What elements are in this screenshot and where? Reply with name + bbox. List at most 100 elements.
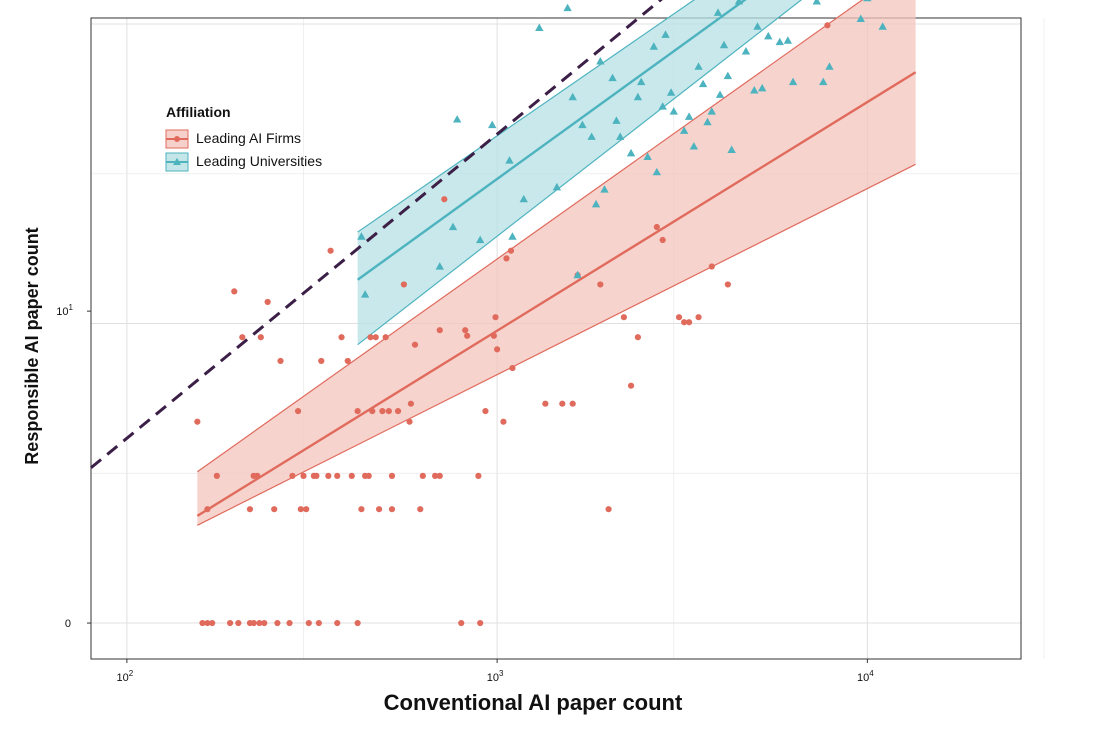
data-point-university — [616, 132, 625, 140]
data-point-university — [612, 116, 621, 124]
data-point-university — [775, 37, 784, 46]
data-point-university — [727, 145, 736, 153]
data-point-firm — [358, 506, 365, 513]
data-point-firm — [634, 334, 641, 341]
data-point-firm — [365, 472, 372, 479]
data-point-university — [703, 117, 712, 126]
legend: Affiliation Leading AI Firms Leading Uni… — [165, 104, 322, 172]
data-point-university — [753, 22, 762, 30]
data-point-university — [475, 235, 485, 244]
data-point-firm — [297, 506, 304, 513]
data-point-university — [535, 23, 544, 32]
legend-label-leading-ai-firms: Leading AI Firms — [196, 130, 301, 146]
data-point-firm — [313, 472, 320, 479]
data-point-firm — [605, 506, 612, 513]
data-point-university — [658, 102, 667, 110]
data-point-firm — [303, 506, 310, 513]
legend-title: Affiliation — [166, 104, 231, 120]
data-point-university — [568, 92, 577, 101]
data-point-firm — [213, 472, 220, 479]
data-point-firm — [334, 619, 341, 627]
data-point-firm — [500, 418, 507, 425]
data-point-university — [596, 57, 605, 65]
data-point-university — [863, 0, 872, 2]
data-point-university — [741, 47, 751, 55]
data-point-firm — [708, 263, 715, 270]
data-point-firm — [441, 196, 448, 203]
data-point-firm — [597, 281, 604, 288]
reference-line-layer — [90, 0, 663, 469]
data-point-university — [684, 112, 694, 120]
data-point-firm — [492, 314, 499, 321]
data-point-firm — [417, 506, 424, 513]
data-point-firm — [394, 408, 402, 415]
data-point-firm — [318, 357, 325, 365]
data-point-firm — [494, 346, 501, 353]
data-point-firm — [256, 619, 263, 627]
data-point-firm — [367, 334, 374, 341]
x-tick-label: 104 — [857, 669, 874, 684]
data-point-firm — [264, 298, 271, 306]
data-point-university — [488, 120, 497, 129]
data-point-firm — [824, 22, 831, 29]
data-point-university — [552, 182, 562, 191]
data-point-university — [689, 142, 699, 150]
data-point-firm — [305, 619, 312, 627]
data-point-firm — [569, 400, 576, 407]
x-axis-title: Conventional AI paper count — [384, 690, 683, 715]
data-point-university — [825, 62, 834, 70]
data-point-university — [707, 107, 716, 115]
data-point-firm — [724, 281, 731, 288]
data-point-firm — [695, 314, 702, 321]
data-point-firm — [482, 408, 489, 415]
data-point-university — [508, 232, 517, 240]
data-point-firm — [199, 619, 206, 627]
data-point-university — [783, 36, 793, 44]
data-point-firm — [462, 327, 469, 334]
data-point-university — [819, 77, 828, 86]
data-point-firm — [475, 472, 482, 479]
data-point-university — [591, 199, 601, 208]
data-point-university — [643, 152, 652, 160]
data-point-firm — [348, 472, 355, 479]
data-point-firm — [419, 472, 426, 479]
data-point-university — [578, 120, 587, 129]
data-point-university — [669, 107, 678, 115]
data-point-firm — [477, 619, 484, 627]
data-point-firm — [432, 472, 439, 479]
data-point-firm — [388, 472, 396, 479]
data-point-firm — [261, 619, 268, 627]
band-upper-edge-0 — [197, 0, 864, 473]
data-point-university — [788, 77, 798, 86]
data-point-firm — [239, 334, 246, 341]
data-point-firm — [271, 506, 278, 513]
data-point-university — [758, 83, 767, 92]
data-point-university — [713, 8, 723, 16]
confidence-band-layer — [197, 0, 916, 526]
data-point-university — [764, 31, 773, 40]
data-point-firm — [277, 357, 284, 365]
data-point-university — [633, 92, 643, 101]
legend-label-leading-universities: Leading Universities — [196, 153, 322, 169]
data-point-firm — [338, 334, 345, 341]
data-point-university — [715, 90, 725, 98]
data-point-firm — [464, 332, 471, 339]
band-upper-edge-1 — [357, 0, 696, 233]
legend-key-leading-ai-firms — [165, 129, 189, 149]
data-point-university — [666, 88, 676, 96]
data-point-university — [750, 86, 759, 94]
data-point-firm — [194, 418, 201, 425]
data-point-firm — [559, 400, 566, 407]
x-tick-label: 102 — [117, 669, 134, 684]
data-point-university — [357, 232, 366, 240]
data-point-university — [608, 73, 617, 82]
data-point-firm — [379, 408, 386, 415]
data-point-firm — [315, 619, 322, 627]
data-point-firm — [376, 506, 383, 513]
data-point-university — [573, 270, 582, 279]
data-point-university — [563, 3, 572, 12]
data-point-university — [505, 156, 514, 164]
data-point-firm — [294, 408, 302, 415]
data-point-university — [452, 115, 462, 123]
